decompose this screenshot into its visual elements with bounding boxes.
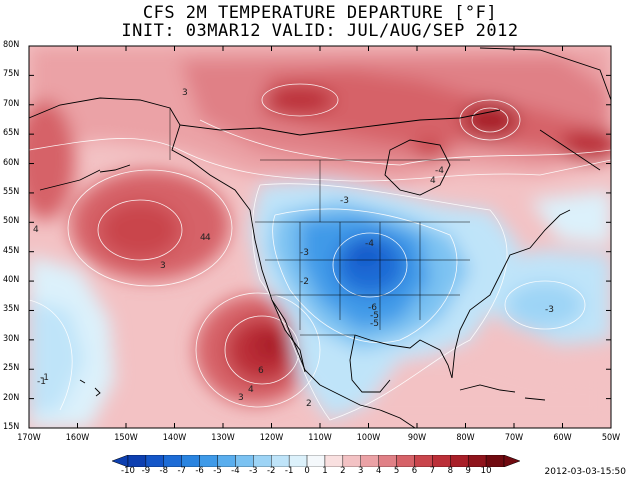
colorbar-label: 7 <box>429 466 436 476</box>
contour-label: 4 <box>248 385 254 395</box>
latitude-label: 35N <box>3 304 20 315</box>
contour-label: 4 <box>205 233 211 243</box>
longitude-label: 80W <box>456 433 475 443</box>
map-title-line1: CFS 2M TEMPERATURE DEPARTURE [°F] <box>142 3 498 23</box>
coastlines <box>29 47 611 428</box>
colorbar-label: 2 <box>340 466 346 476</box>
colorbar-label: 10 <box>480 466 492 476</box>
longitude-label: 130W <box>211 433 235 443</box>
contour-label: -5 <box>370 311 379 321</box>
contour-lines <box>29 83 611 421</box>
latitude-label: 60N <box>3 157 20 168</box>
contour-label: 3 <box>182 88 188 98</box>
latitude-label: 40N <box>3 275 20 286</box>
longitude-label: 60W <box>553 433 572 443</box>
contour-label: -2 <box>300 277 309 287</box>
timestamp: 2012-03-03-15:50 <box>544 467 627 477</box>
latitude-label: 55N <box>3 186 20 197</box>
colorbar-label: 5 <box>393 466 400 476</box>
latitude-label: 25N <box>3 363 20 374</box>
latitude-label: 15N <box>3 422 20 432</box>
contour-label: -4 <box>435 166 444 176</box>
colorbar-label: 3 <box>358 466 364 476</box>
longitude-label: 140W <box>162 433 187 443</box>
colorbar-label: -1 <box>284 466 294 476</box>
colorbar-label: 1 <box>322 466 328 476</box>
longitude-label: 110W <box>308 433 332 443</box>
colorbar-label: -8 <box>159 466 169 476</box>
contour-label: 6 <box>258 366 264 376</box>
axis-ticks <box>28 45 612 429</box>
colorbar-label: 6 <box>411 466 418 476</box>
map-title-line2: INIT: 03MAR12 VALID: JUL/AUG/SEP 2012 <box>121 21 519 41</box>
contour-label: 2 <box>306 399 312 409</box>
latitude-label: 50N <box>3 216 20 227</box>
latitude-label: 45N <box>3 245 20 256</box>
color-scale-bar <box>112 455 520 467</box>
colorbar-label: 4 <box>375 466 382 476</box>
contour-label: -1 <box>37 377 46 387</box>
political-borders <box>169 108 470 336</box>
contour-label: -6 <box>368 303 377 313</box>
contour-label: -3 <box>545 305 554 315</box>
colorbar-label: -5 <box>213 466 222 476</box>
latitude-label: 80N <box>3 40 20 50</box>
colorbar-high-arrow <box>503 455 520 467</box>
colorbar-label: 9 <box>465 466 471 476</box>
colorbar-label: 0 <box>304 466 310 476</box>
latitude-label: 30N <box>3 333 20 344</box>
contour-label: 3 <box>160 261 166 271</box>
colorbar-label: -2 <box>266 466 276 476</box>
colorbar-label: 8 <box>447 466 453 476</box>
longitude-label: 50W <box>601 433 621 443</box>
longitude-label: 100W <box>356 433 381 443</box>
contour-label: -3 <box>340 196 349 206</box>
longitude-label: 150W <box>114 433 138 443</box>
contour-label: -3 <box>300 248 309 258</box>
contour-label: 3 <box>238 393 244 403</box>
contour-label: -1 <box>40 373 49 383</box>
contour-label: 4 <box>200 233 206 243</box>
longitude-label: 90W <box>407 433 427 443</box>
latitude-label: 65N <box>3 128 20 139</box>
latitude-label: 20N <box>3 392 20 403</box>
contour-label: -4 <box>365 239 374 249</box>
colorbar-label: -9 <box>141 466 151 476</box>
contour-label: 4 <box>33 225 39 235</box>
contour-label: -5 <box>370 319 379 329</box>
longitude-label: 170W <box>17 433 41 443</box>
longitude-label: 160W <box>65 433 90 443</box>
colorbar-label: -3 <box>249 466 258 476</box>
colorbar-label: -10 <box>121 466 135 476</box>
contour-label: 4 <box>430 176 436 186</box>
latitude-label: 70N <box>3 98 20 109</box>
colorbar-label: -7 <box>177 466 186 476</box>
colorbar-label: -6 <box>195 466 204 476</box>
colorbar-label: -4 <box>231 466 240 476</box>
latitude-label: 75N <box>3 69 20 80</box>
longitude-label: 120W <box>259 433 284 443</box>
longitude-label: 70W <box>504 433 524 443</box>
